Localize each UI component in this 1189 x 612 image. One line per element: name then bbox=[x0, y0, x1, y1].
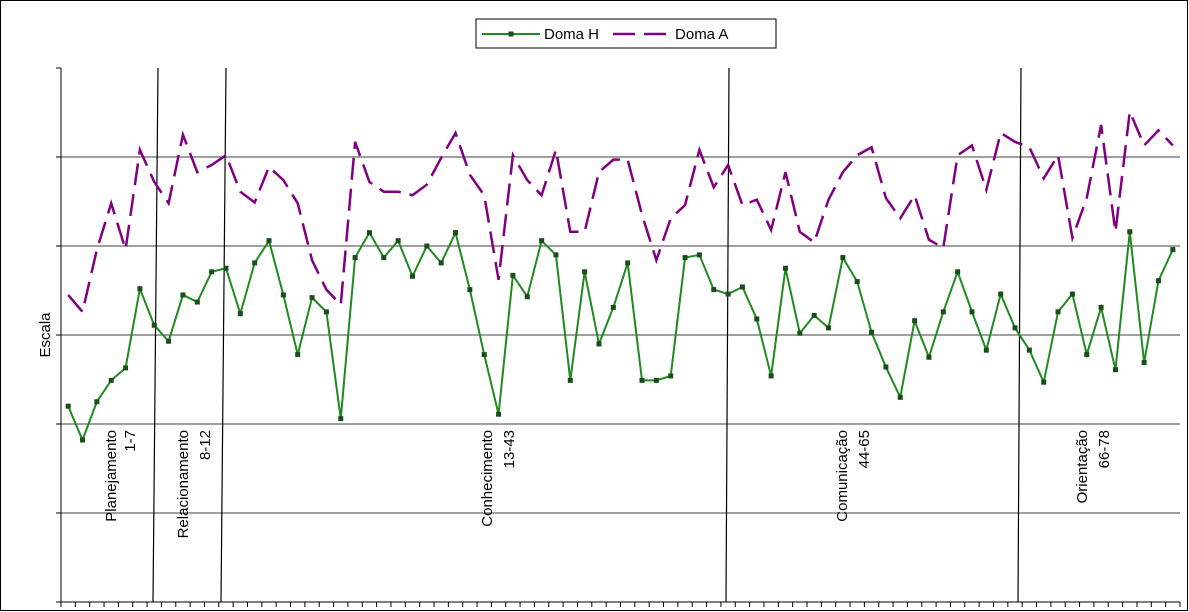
marker bbox=[969, 309, 975, 315]
marker bbox=[1055, 309, 1061, 315]
marker bbox=[1155, 278, 1161, 284]
section-name: Planejamento bbox=[103, 430, 120, 522]
marker bbox=[481, 352, 487, 358]
marker bbox=[395, 238, 401, 244]
marker bbox=[496, 411, 502, 417]
marker bbox=[137, 286, 143, 292]
marker bbox=[366, 230, 372, 236]
y-axis-label: Escala bbox=[37, 312, 54, 358]
marker bbox=[280, 292, 286, 298]
marker bbox=[539, 238, 545, 244]
marker bbox=[1141, 360, 1147, 366]
marker bbox=[1127, 229, 1133, 235]
marker bbox=[338, 416, 344, 422]
marker bbox=[811, 312, 817, 318]
marker bbox=[840, 255, 846, 261]
legend-label: Doma A bbox=[675, 26, 728, 43]
marker bbox=[223, 265, 229, 271]
marker bbox=[323, 309, 329, 315]
marker bbox=[1098, 304, 1104, 310]
marker bbox=[596, 341, 602, 347]
marker bbox=[567, 377, 573, 383]
marker bbox=[725, 291, 731, 297]
marker bbox=[237, 311, 243, 317]
marker bbox=[266, 238, 272, 244]
marker bbox=[797, 330, 803, 336]
marker bbox=[453, 230, 459, 236]
section-range: 66-78 bbox=[1096, 430, 1113, 468]
marker bbox=[510, 272, 516, 278]
marker bbox=[869, 329, 875, 335]
marker bbox=[409, 273, 415, 279]
marker bbox=[309, 295, 315, 301]
marker bbox=[1084, 352, 1090, 358]
marker bbox=[668, 373, 674, 379]
section-range: 1-7 bbox=[122, 430, 139, 452]
section-range: 8-12 bbox=[197, 430, 214, 460]
marker bbox=[739, 284, 745, 290]
section-name: Orientação bbox=[1074, 430, 1091, 503]
marker bbox=[524, 294, 530, 300]
marker bbox=[295, 352, 301, 358]
marker bbox=[1112, 367, 1118, 373]
section-name: Conhecimento bbox=[479, 430, 496, 527]
marker bbox=[252, 260, 258, 266]
marker bbox=[696, 252, 702, 258]
series-line bbox=[67, 229, 1174, 443]
marker bbox=[897, 394, 903, 400]
marker bbox=[998, 291, 1004, 297]
marker bbox=[424, 243, 430, 249]
legend: Doma H Doma A bbox=[475, 18, 777, 49]
section-range: 44-65 bbox=[856, 430, 873, 468]
marker bbox=[854, 279, 860, 285]
marker bbox=[711, 287, 717, 293]
marker bbox=[653, 377, 659, 383]
legend-marker bbox=[508, 31, 514, 37]
marker bbox=[1069, 291, 1075, 297]
marker bbox=[1012, 325, 1018, 331]
marker bbox=[94, 399, 100, 405]
marker bbox=[768, 373, 774, 379]
marker bbox=[553, 252, 559, 258]
marker bbox=[940, 309, 946, 315]
marker bbox=[1026, 347, 1032, 353]
marker bbox=[381, 255, 387, 261]
marker bbox=[983, 347, 989, 353]
marker bbox=[352, 255, 358, 261]
marker bbox=[883, 364, 889, 370]
section-range: 13-43 bbox=[501, 430, 518, 468]
marker bbox=[467, 287, 473, 293]
marker bbox=[123, 365, 129, 371]
marker bbox=[782, 265, 788, 271]
marker bbox=[108, 377, 114, 383]
marker bbox=[1170, 247, 1176, 253]
marker bbox=[639, 377, 645, 383]
marker bbox=[955, 269, 961, 275]
marker bbox=[682, 255, 688, 261]
marker bbox=[438, 260, 444, 266]
marker bbox=[209, 269, 215, 275]
marker bbox=[180, 292, 186, 298]
section-name: Comunicação bbox=[834, 430, 851, 522]
section-name: Relacionamento bbox=[175, 430, 192, 538]
marker bbox=[754, 316, 760, 322]
legend-label: Doma H bbox=[544, 26, 599, 43]
marker bbox=[166, 338, 172, 344]
marker bbox=[625, 260, 631, 266]
marker bbox=[582, 269, 588, 275]
marker bbox=[926, 354, 932, 360]
marker bbox=[194, 299, 200, 305]
marker bbox=[610, 304, 616, 310]
marker bbox=[912, 318, 918, 324]
marker bbox=[1041, 379, 1047, 385]
marker bbox=[65, 403, 71, 409]
marker bbox=[80, 437, 86, 443]
series-line bbox=[67, 106, 1174, 315]
marker bbox=[826, 325, 832, 331]
marker bbox=[151, 322, 157, 328]
